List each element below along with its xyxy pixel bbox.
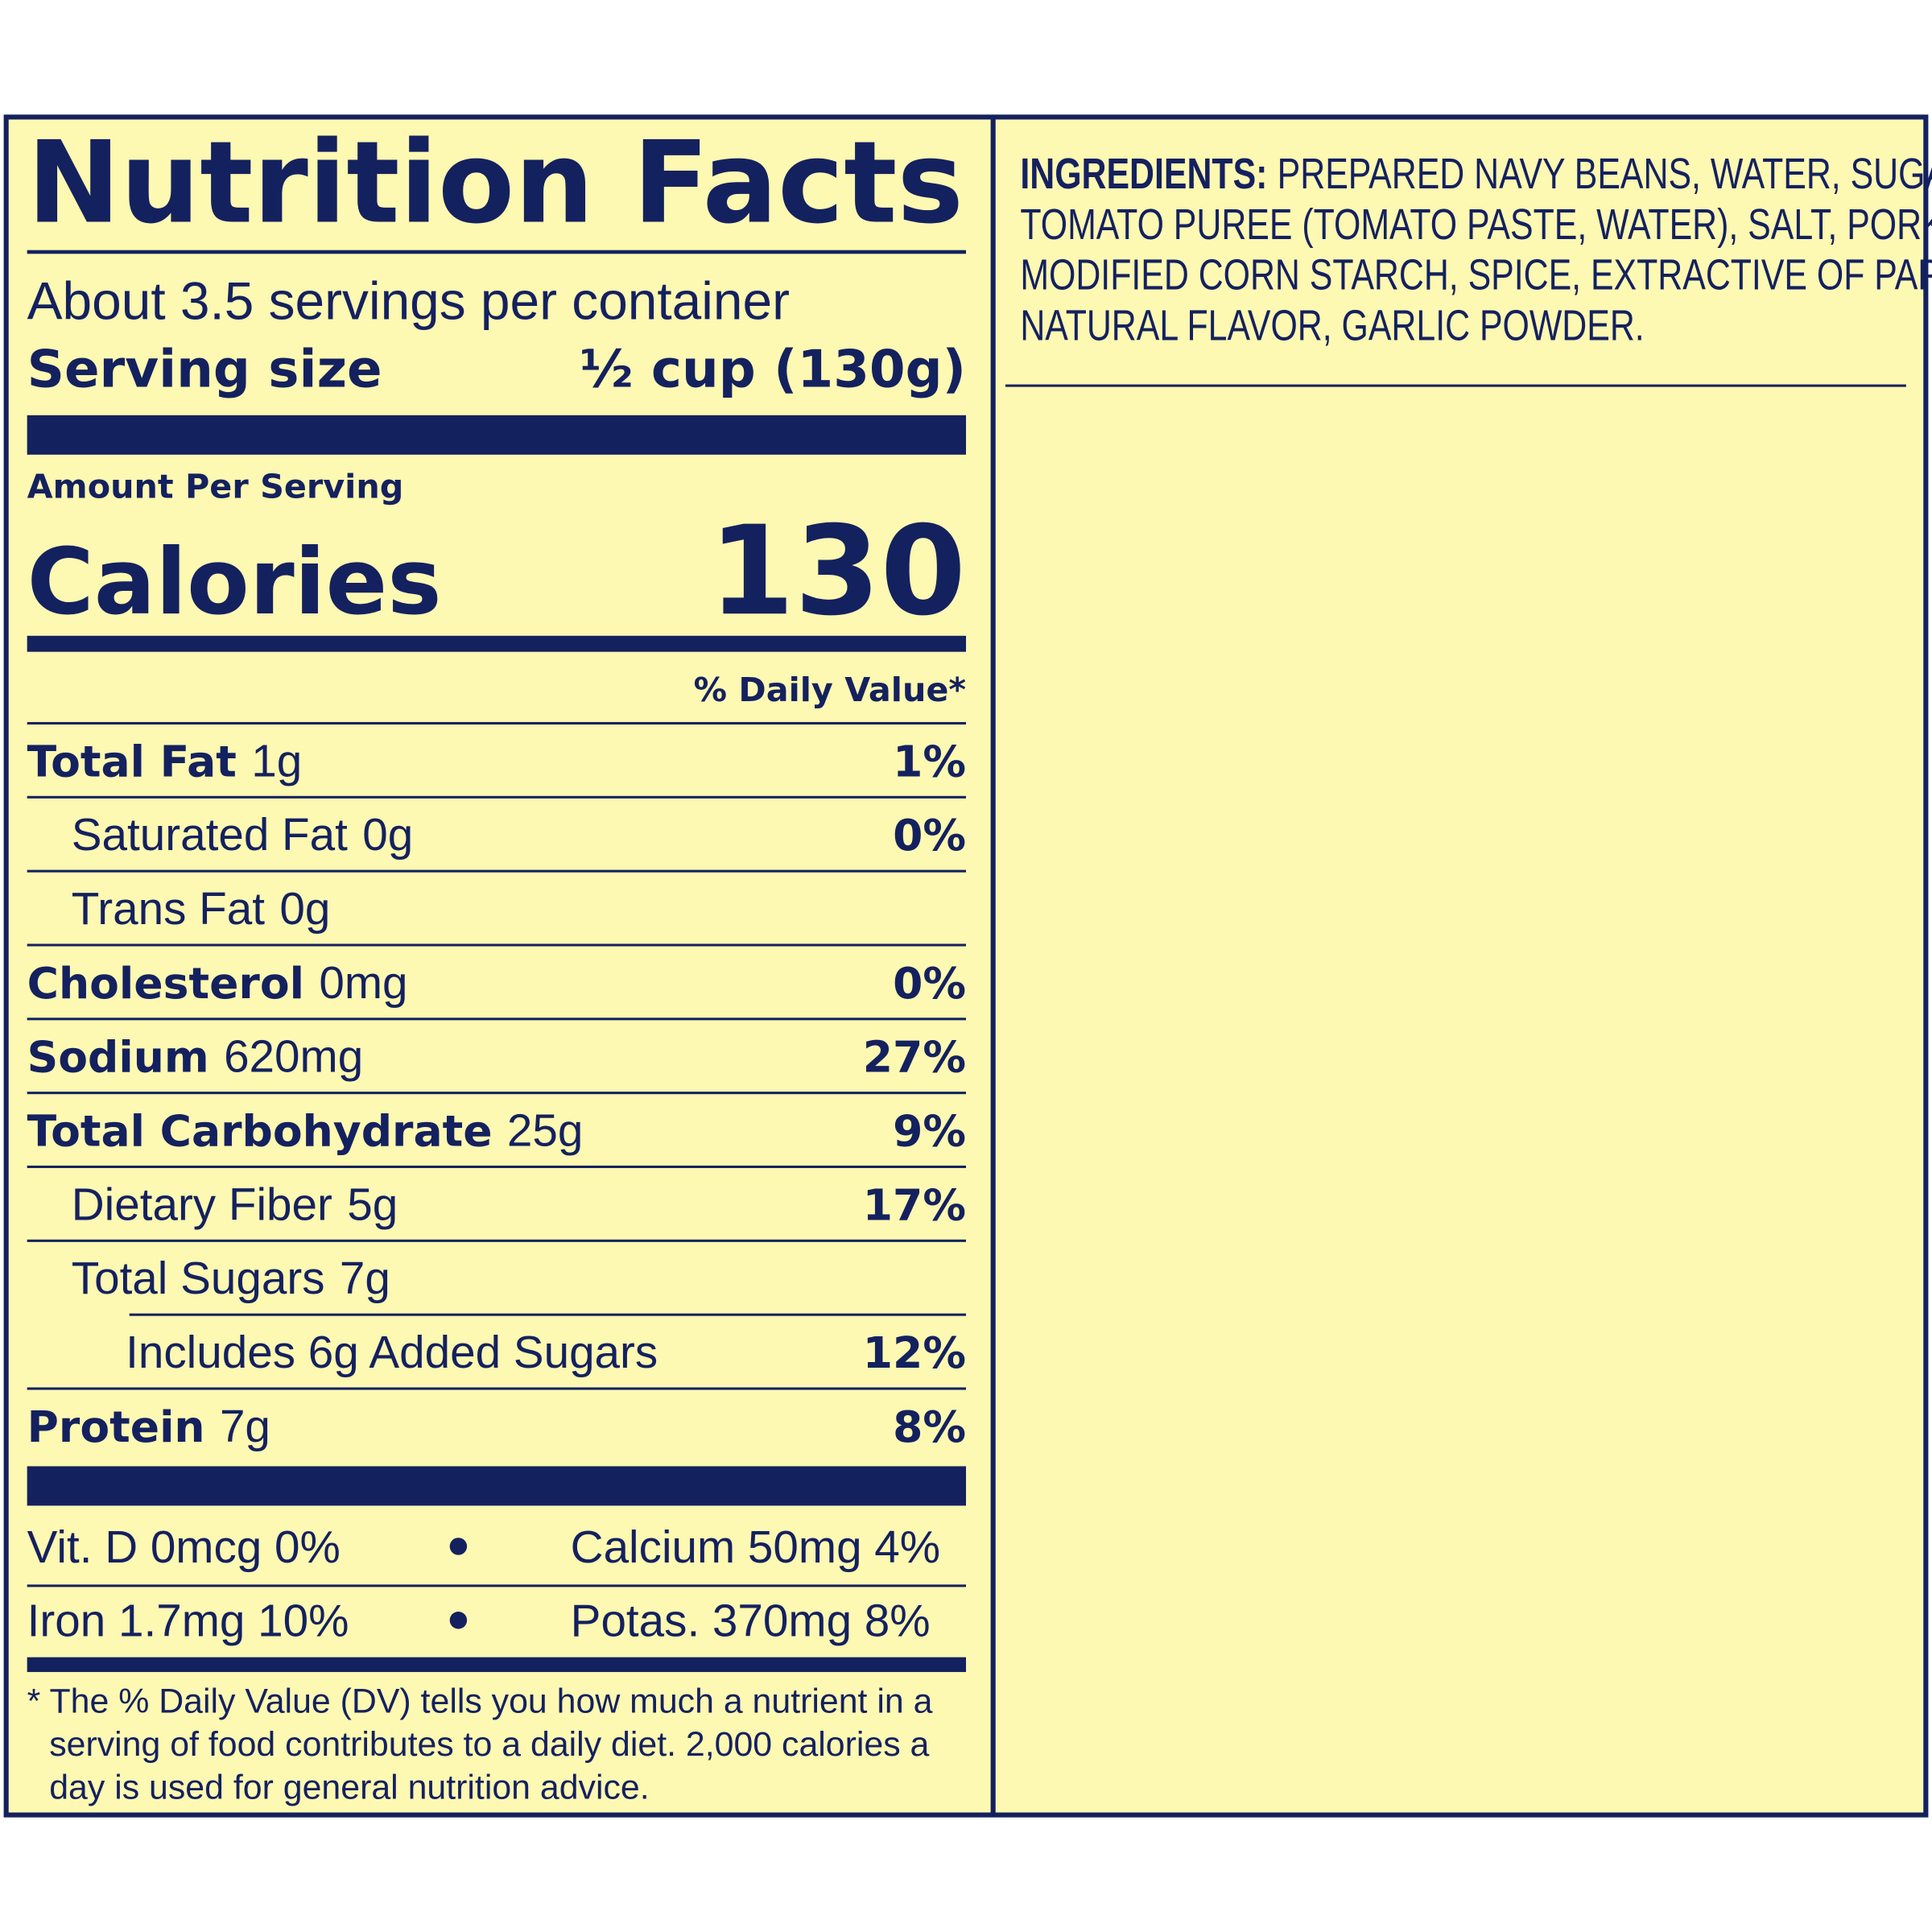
nutrient-line: Total Fat 1g [27,736,303,786]
nutrient-name: Total Sugars [72,1253,325,1304]
row-rule [27,795,967,799]
ingredients-line: MODIFIED CORN STARCH, SPICE, EXTRACTIVE … [1020,251,1932,299]
ingredients-line: TOMATO PUREE (TOMATO PASTE, WATER), SALT… [1020,200,1932,249]
nutrient-name: Protein [27,1402,205,1452]
serving-size: ½ cup (130g) [580,340,966,400]
daily-value: 8% [893,1402,966,1452]
bullet [449,1612,468,1629]
daily-value: 27% [863,1032,966,1083]
micronutrient: Calcium 50mg 4% [571,1522,940,1573]
nutrient-line: Saturated Fat 0g [72,810,413,861]
row-rule [27,1239,967,1242]
nutrient-line: Dietary Fiber 5g [72,1179,398,1230]
nutrient-amount: 1g [251,736,302,786]
ingredients-text: TOMATO PUREE (TOMATO PASTE, WATER), SALT… [1020,200,1932,249]
calories-label: Calories [27,529,442,635]
micronutrient: Potas. 370mg 8% [571,1596,931,1647]
calories-value: 130 [709,500,966,643]
nutrient-line: Cholesterol 0mg [27,958,408,1009]
ingredients: INGREDIENTS: PREPARED NAVY BEANS, WATER, … [1020,151,1932,350]
ingredients-line: NATURAL FLAVOR, GARLIC POWDER. [1020,302,1644,350]
amount-per-serving: Amount Per Serving [27,467,404,506]
footnote: * The % Daily Value (DV) tells you how m… [27,1682,933,1807]
ingredients-text: NATURAL FLAVOR, GARLIC POWDER. [1020,302,1644,350]
row-rule [27,1387,967,1390]
nutrient-name: Dietary Fiber [72,1179,332,1230]
daily-value: 9% [893,1105,966,1156]
nutrient-amount: 5g [347,1179,398,1230]
nutrient-amount: 7g [220,1402,270,1452]
title: Nutrition Facts [27,118,964,250]
daily-value: 12% [863,1327,966,1378]
row-rule [27,721,967,724]
rule [27,250,967,254]
footnote-line: * The % Daily Value (DV) tells you how m… [27,1682,933,1721]
ingredients-text: MODIFIED CORN STARCH, SPICE, EXTRACTIVE … [1020,251,1932,299]
medium-bar [27,635,967,652]
micronutrients: Vit. D 0mcg 0% Calcium 50mg 4% Iron 1.7mg … [27,1522,940,1647]
nutrient-line: Total Carbohydrate 25g [27,1105,584,1156]
nutrient-name: Saturated Fat [72,810,348,861]
nutrient-amount: 0g [279,884,330,935]
micronutrient: Vit. D 0mcg 0% [27,1522,341,1573]
footnote-line: serving of food contributes to a daily d… [49,1725,929,1764]
row-rule [129,1313,967,1316]
row-rule [27,943,967,947]
ingredients-text: PREPARED NAVY BEANS, WATER, SUGAR, [1278,151,1932,199]
nutrient-amount: 0g [362,810,413,861]
nutrient-name: Trans Fat [72,884,265,935]
rule [1005,384,1906,387]
daily-value: 17% [863,1179,966,1230]
rule [27,1584,967,1587]
daily-value-header: % Daily Value* [694,671,966,709]
row-rule [27,1018,967,1021]
nutrient-amount: 620mg [224,1032,363,1083]
bullet [449,1538,468,1555]
footnote-line: day is used for general nutrition advice… [49,1769,649,1807]
medium-bar [27,1657,967,1673]
nutrient-line: Protein 7g [27,1402,270,1452]
micronutrient: Iron 1.7mg 10% [27,1596,349,1647]
nutrient-line: Includes 6g Added Sugars [126,1327,658,1378]
nutrient-line: Sodium 620mg [27,1032,364,1083]
panel-divider [990,117,996,1815]
nutrient-line: Trans Fat 0g [72,884,331,935]
nutrient-amount: 0mg [319,958,407,1009]
daily-value: 0% [893,810,966,861]
row-rule [27,1092,967,1095]
daily-value: 1% [893,736,966,786]
nutrient-rows: Total Fat 1g 1% Saturated Fat 0g 0% Trans Fat 0… [27,721,967,1452]
nutrient-amount: 25g [507,1105,583,1156]
label-panel [3,114,1929,1818]
row-rule [27,869,967,873]
nutrient-line: Total Sugars 7g [72,1253,390,1304]
nutrient-amount: 7g [340,1253,390,1304]
thick-bar [27,1466,967,1506]
ingredients-label: INGREDIENTS: [1020,151,1267,199]
nutrient-name: Includes 6g Added Sugars [126,1327,658,1378]
ingredients-line: INGREDIENTS: PREPARED NAVY BEANS, WATER, … [1020,151,1932,199]
daily-value: 0% [893,958,966,1009]
serving-size-label: Serving size [27,340,382,400]
nutrient-name: Total Carbohydrate [27,1105,493,1156]
nutrient-name: Sodium [27,1032,209,1083]
nutrient-name: Cholesterol [27,958,304,1009]
row-rule [27,1165,967,1169]
thick-bar [27,415,967,455]
servings: About 3.5 servings per container [27,270,790,330]
nutrient-name: Total Fat [27,736,237,786]
